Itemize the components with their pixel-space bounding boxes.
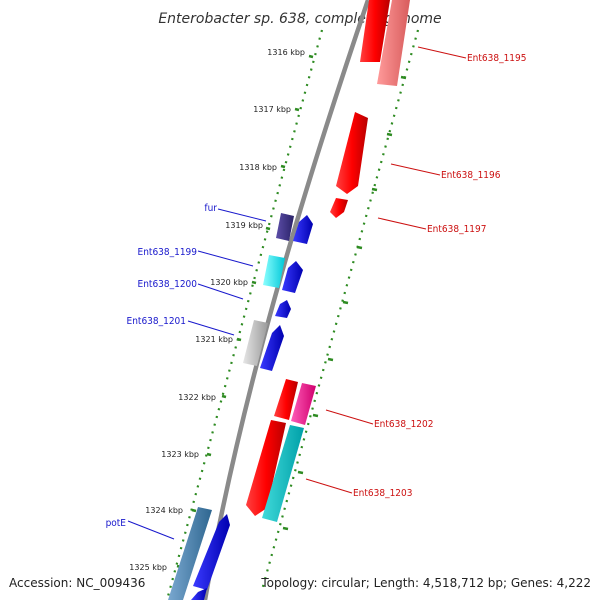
right-leader-lines [305,46,467,494]
left-major-ticks [176,54,314,569]
gene-pote-blue[interactable] [193,514,230,590]
gene-ent638-1197[interactable] [330,198,348,218]
gene-ent638-1202[interactable] [274,379,298,420]
gene-bottom-blue[interactable] [191,588,207,600]
kbp-label: 1320 kbp [210,278,248,287]
kbp-label: 1325 kbp [129,563,167,572]
kbp-label: 1321 kbp [195,335,233,344]
kbp-label: 1316 kbp [267,48,305,57]
gene-ent638-1195-b[interactable] [377,0,410,86]
gene-label-ent638-1203[interactable]: Ent638_1203 [353,488,412,499]
gene-label-ent638-1199[interactable]: Ent638_1199 [138,247,198,258]
gene-label-ent638-1197[interactable]: Ent638_1197 [427,224,486,235]
left-leader-lines [127,208,267,540]
gene-ent638-1201[interactable] [243,320,268,366]
kbp-label: 1319 kbp [225,221,263,230]
right-major-ticks [282,75,407,531]
kbp-label: 1323 kbp [161,450,199,459]
gene-label-pote[interactable]: potE [106,518,127,529]
gene-ent638-1202-b[interactable] [291,383,316,425]
gene-ent638-1199[interactable] [263,255,285,288]
gene-ent638-1195-a[interactable] [360,0,390,62]
accession-text: Accession: NC_009436 [9,576,145,590]
topology-text: Topology: circular; Length: 4,518,712 bp… [260,576,591,590]
gene-ent638-1203[interactable] [246,420,286,516]
left-dotted-track [165,29,324,600]
gene-ent638-1196[interactable] [336,112,368,194]
kbp-label: 1324 kbp [145,506,183,515]
kbp-label: 1318 kbp [239,163,277,172]
gene-label-ent638-1201[interactable]: Ent638_1201 [127,316,186,327]
gene-ent638-1199-blue[interactable] [282,261,303,293]
kbp-label: 1317 kbp [253,105,291,114]
gene-pote[interactable] [168,507,212,600]
gene-label-ent638-1195[interactable]: Ent638_1195 [467,53,526,64]
gene-ent638-1200[interactable] [275,300,291,318]
right-dotted-track [260,29,420,591]
gene-ent638-1201-blue[interactable] [260,325,284,371]
gene-label-ent638-1202[interactable]: Ent638_1202 [374,419,433,430]
gene-ent638-1203-b[interactable] [262,425,304,522]
gene-label-fur[interactable]: fur [204,203,217,214]
gene-label-ent638-1196[interactable]: Ent638_1196 [441,170,501,181]
kbp-label: 1322 kbp [178,393,216,402]
gene-fur[interactable] [276,213,294,241]
gene-label-ent638-1200[interactable]: Ent638_1200 [138,279,198,290]
gene-fur-blue[interactable] [293,215,313,244]
kbp-labels: 1316 kbp 1317 kbp 1318 kbp 1319 kbp 1320… [129,48,305,572]
genome-backbone [202,0,371,600]
